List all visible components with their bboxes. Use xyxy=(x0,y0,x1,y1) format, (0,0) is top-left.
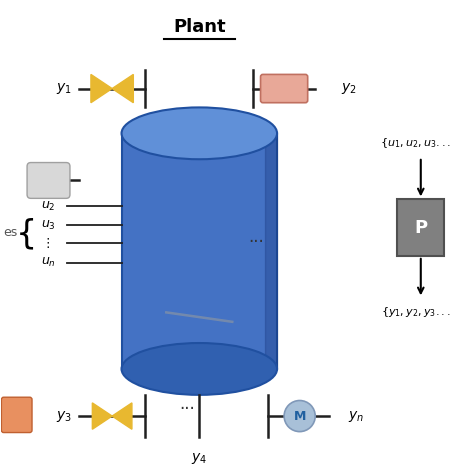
Text: Plant: Plant xyxy=(173,18,226,36)
Text: $\{u_1, u_2, u_3...$: $\{u_1, u_2, u_3...$ xyxy=(381,136,452,150)
Text: $u_n$: $u_n$ xyxy=(41,256,56,269)
Text: es: es xyxy=(4,226,18,239)
Text: $y_3$: $y_3$ xyxy=(56,409,72,424)
FancyBboxPatch shape xyxy=(27,163,70,198)
Polygon shape xyxy=(112,74,133,103)
Text: $y_1$: $y_1$ xyxy=(56,81,72,96)
Text: $y_4$: $y_4$ xyxy=(191,451,207,466)
Ellipse shape xyxy=(121,343,277,395)
Text: $y_n$: $y_n$ xyxy=(348,409,364,424)
Text: $\{$: $\{$ xyxy=(16,217,35,252)
Text: $\vdots$: $\vdots$ xyxy=(41,236,50,250)
FancyBboxPatch shape xyxy=(1,397,32,433)
Polygon shape xyxy=(112,403,132,429)
Text: M: M xyxy=(293,410,306,422)
Text: $u_1$: $u_1$ xyxy=(40,173,56,188)
Polygon shape xyxy=(91,74,112,103)
Polygon shape xyxy=(265,133,277,369)
Text: $\{y_1, y_2, y_3...$: $\{y_1, y_2, y_3...$ xyxy=(381,305,451,319)
Polygon shape xyxy=(92,403,112,429)
Text: ...: ... xyxy=(248,228,264,246)
Ellipse shape xyxy=(121,108,277,159)
Text: $u_3$: $u_3$ xyxy=(41,219,56,232)
Text: ...: ... xyxy=(180,395,195,413)
Text: $y_2$: $y_2$ xyxy=(341,81,356,96)
Text: P: P xyxy=(414,219,428,237)
Circle shape xyxy=(284,401,315,432)
FancyBboxPatch shape xyxy=(261,74,308,103)
Text: $u_2$: $u_2$ xyxy=(41,200,56,213)
Polygon shape xyxy=(121,133,277,369)
FancyBboxPatch shape xyxy=(397,199,444,256)
